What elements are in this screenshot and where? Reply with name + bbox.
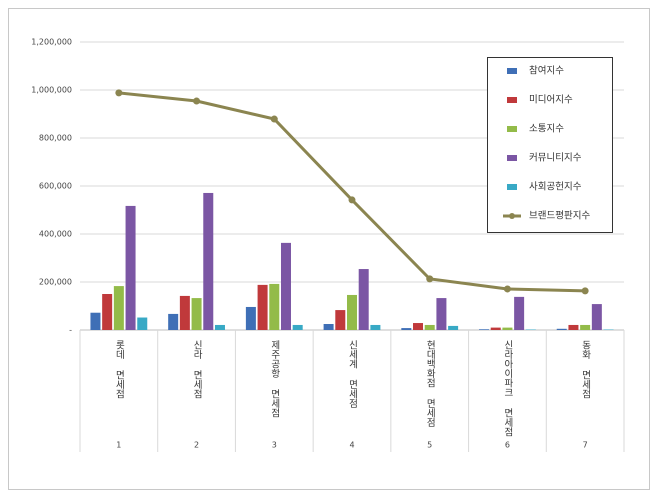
x-tick-label: 동화 면세점 [580, 340, 591, 399]
y-tick-label: 1,000,000 [31, 86, 72, 95]
bar [413, 323, 424, 330]
line-marker [115, 89, 123, 97]
y-tick-label: 600,000 [39, 182, 72, 191]
bar [137, 317, 148, 330]
bar [568, 324, 579, 330]
bar [556, 328, 567, 330]
bar [125, 205, 136, 330]
bar [113, 286, 124, 330]
line-marker [426, 275, 434, 283]
x-tick-number: 1 [116, 441, 121, 450]
bar [424, 324, 435, 330]
legend-swatch [507, 68, 517, 74]
x-tick-label: 제주공항 면세점 [269, 340, 280, 418]
bar [102, 294, 113, 330]
legend-swatch [507, 97, 517, 103]
x-tick-label: 현대백화점 면세점 [424, 340, 435, 427]
legend-label: 소통지수 [529, 124, 564, 135]
x-tick-label: 신라아이파크 면세점 [502, 340, 513, 437]
legend-label: 사회공헌지수 [529, 182, 582, 193]
line-marker [193, 97, 201, 105]
bar [90, 312, 101, 330]
line-marker [348, 196, 356, 204]
bar [502, 327, 513, 330]
y-tick-label: 400,000 [39, 230, 72, 239]
legend-swatch-marker [509, 213, 515, 219]
line-marker [503, 285, 511, 293]
bar [323, 324, 334, 330]
legend-swatch [507, 184, 517, 190]
legend-swatch [507, 155, 517, 161]
x-tick-label: 롯데 면세점 [113, 340, 124, 399]
bar [292, 324, 303, 330]
bar [448, 325, 459, 330]
bar [401, 328, 412, 330]
bar [591, 304, 602, 330]
x-tick-number: 5 [427, 441, 432, 450]
bar [214, 324, 225, 330]
x-tick-number: 4 [349, 441, 354, 450]
legend-label: 참여지수 [529, 65, 564, 77]
y-tick-label: 200,000 [39, 278, 72, 287]
bar [436, 298, 447, 330]
bar [580, 324, 591, 330]
bar [179, 295, 190, 330]
line-marker [270, 115, 278, 123]
x-tick-label: 신라 면세점 [191, 340, 202, 399]
bar [191, 298, 202, 330]
bar [335, 310, 346, 330]
legend-label: 브랜드평판지수 [529, 211, 590, 222]
legend-swatch [507, 126, 517, 132]
legend-box [487, 57, 613, 233]
x-tick-number: 2 [194, 441, 199, 450]
x-tick-number: 7 [583, 441, 588, 450]
bar [514, 296, 525, 330]
bar [358, 269, 369, 330]
bar [479, 329, 490, 330]
y-tick-label: - [69, 326, 72, 335]
legend-label: 커뮤니티지수 [529, 153, 582, 164]
y-tick-label: 800,000 [39, 134, 72, 143]
bar [245, 306, 256, 330]
bar [280, 242, 291, 330]
x-tick-number: 3 [272, 441, 277, 450]
y-tick-label: 1,200,000 [31, 38, 72, 47]
bar [490, 327, 501, 330]
bar [203, 192, 214, 330]
x-tick-number: 6 [505, 441, 510, 450]
bar [347, 294, 357, 330]
bar [370, 324, 381, 330]
legend-label: 미디어지수 [529, 95, 573, 106]
bar [269, 283, 280, 330]
bar [257, 284, 268, 330]
line-marker [581, 287, 589, 295]
x-tick-label: 신세계 면세점 [347, 340, 358, 408]
bar [168, 313, 179, 330]
